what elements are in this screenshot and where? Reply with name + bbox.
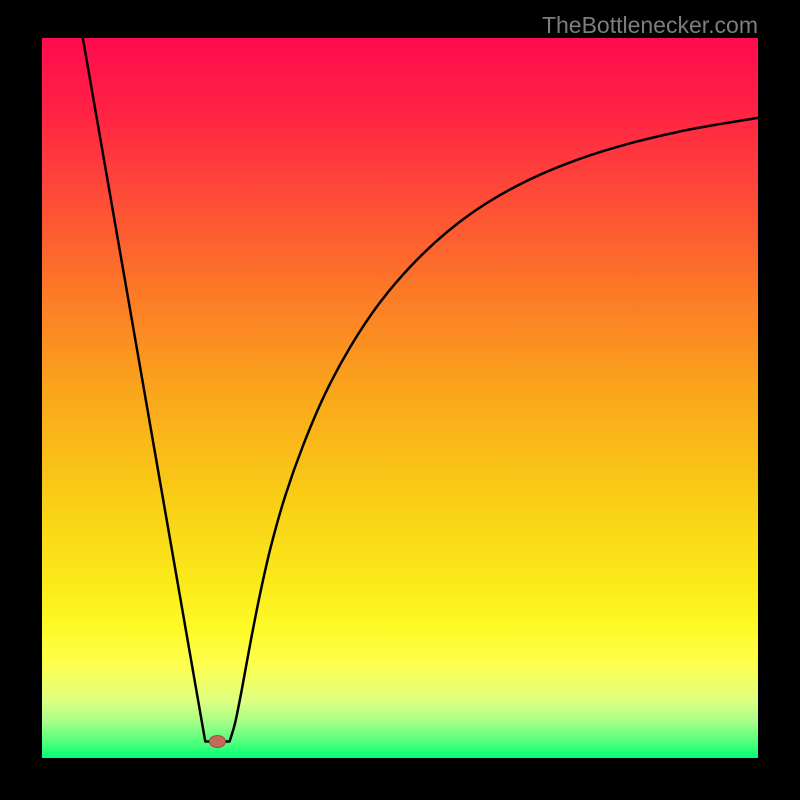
curve-layer	[42, 38, 758, 758]
bottleneck-curve	[83, 38, 758, 741]
minimum-marker	[209, 735, 225, 747]
chart-container: TheBottlenecker.com	[0, 0, 800, 800]
watermark-text: TheBottlenecker.com	[542, 12, 758, 39]
plot-area	[42, 38, 758, 758]
